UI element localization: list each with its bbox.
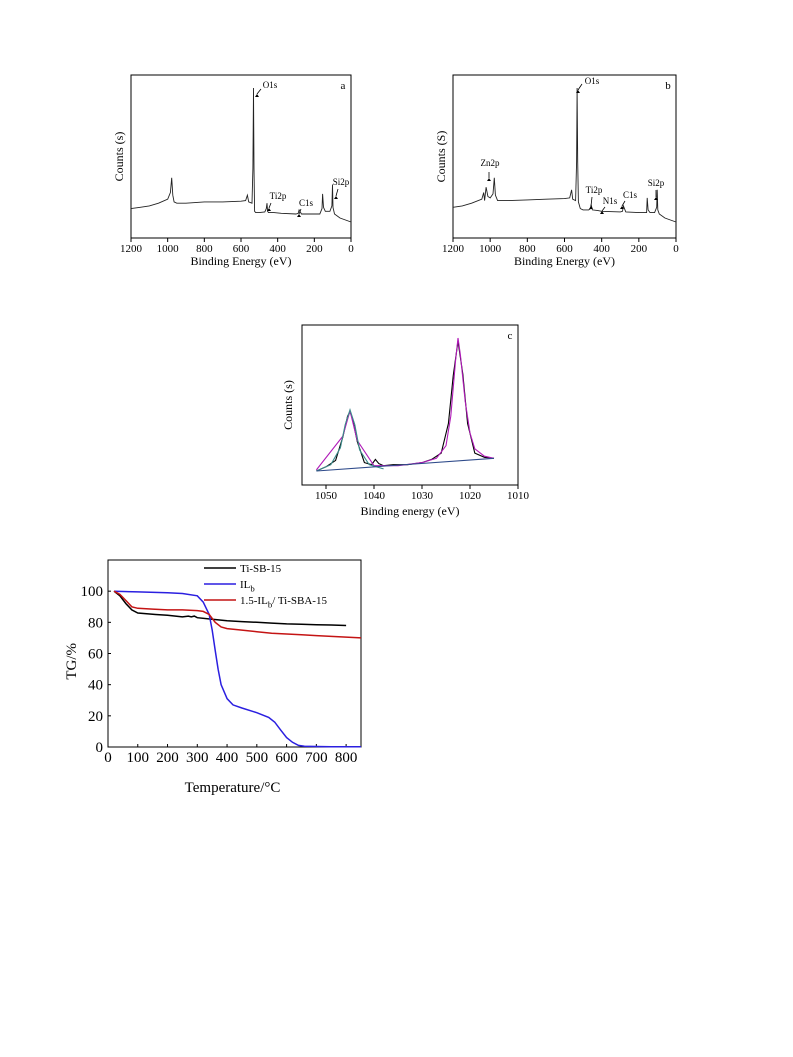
panel-label: b (665, 80, 671, 92)
series-fit (315, 337, 495, 471)
arrow-head (589, 206, 593, 209)
x-axis-label: Binding Energy (eV) (514, 254, 615, 268)
panel-label: a (341, 80, 346, 92)
x-axis-label: Binding Energy (eV) (190, 254, 291, 268)
chart-a: 1200 1000 800 600 400 200 0 Binding Energy (eV)… (112, 74, 354, 268)
plot-frame (452, 74, 677, 239)
x-tick-label: 600 (233, 243, 250, 255)
peak-arrow (335, 188, 339, 197)
peak-label: Ti2p (586, 185, 603, 195)
x-tick-label: 400 (593, 243, 610, 255)
x-tick-label: 400 (269, 243, 286, 255)
peak-arrow (590, 196, 593, 207)
x-tick-label: 1200 (442, 243, 465, 255)
x-tick-label: 1000 (157, 243, 180, 255)
arrow-head (576, 90, 580, 93)
x-tick-label: 800 (196, 243, 213, 255)
y-axis-label: TG/% (64, 643, 80, 680)
x-tick-label: 300 (186, 750, 209, 766)
x-tick-label: 200 (156, 750, 179, 766)
peak-label: Si2p (333, 177, 350, 187)
peak-arrow (256, 88, 262, 95)
x-axis-label: Binding energy (eV) (360, 504, 459, 518)
arrow-head (334, 196, 338, 199)
peak-label: Ti2p (270, 191, 287, 201)
peak-arrow (621, 200, 626, 207)
series-component (316, 408, 384, 472)
y-tick-label: 100 (81, 584, 104, 600)
peak-label: C1s (623, 190, 638, 200)
y-axis-label: Counts (s) (281, 380, 295, 430)
x-tick-label: 1030 (411, 490, 434, 502)
x-tick-label: 200 (306, 243, 323, 255)
legend-label: Ti-SB-15 (240, 563, 282, 575)
plot-frame (301, 324, 519, 486)
x-tick-label: 800 (335, 750, 358, 766)
legend-label: ILb​ (240, 579, 255, 593)
x-tick-label: 600 (275, 750, 298, 766)
peak-label: C1s (299, 198, 314, 208)
spectrum-line (452, 87, 677, 223)
peak-label: Si2p (648, 178, 665, 188)
series-line (113, 590, 361, 748)
arrow-head (600, 211, 604, 214)
x-tick-label: 1010 (507, 490, 530, 502)
y-tick-label: 20 (88, 709, 103, 725)
arrow-head (255, 94, 259, 97)
x-tick-label: 1200 (120, 243, 143, 255)
plot-frame (107, 559, 362, 748)
x-tick-label: 500 (246, 750, 269, 766)
chart-c: 1050 1040 1030 1020 1010 Binding energy (eV) C… (281, 324, 530, 518)
arrow-head (267, 208, 271, 211)
x-tick-label: 600 (556, 243, 573, 255)
arrow-head (620, 206, 624, 209)
series-background (316, 457, 495, 472)
peak-label: O1s (585, 76, 600, 86)
spectrum-line (130, 87, 352, 223)
x-tick-label: 0 (104, 750, 112, 766)
x-tick-label: 700 (305, 750, 328, 766)
x-tick-label: 0 (673, 243, 679, 255)
x-tick-label: 100 (127, 750, 150, 766)
y-axis-label: Counts (S) (434, 131, 448, 183)
x-tick-label: 800 (519, 243, 536, 255)
y-tick-label: 40 (88, 678, 103, 694)
x-axis-label: Temperature/°C (185, 780, 281, 796)
peak-label: Zn2p (481, 158, 500, 168)
arrow-head (487, 178, 491, 181)
series-data (316, 341, 495, 472)
y-axis-label: Counts (s) (112, 132, 126, 182)
peak-label: O1s (263, 80, 278, 90)
y-tick-label: 0 (96, 740, 104, 756)
panel-label: c (508, 330, 513, 342)
x-tick-label: 200 (631, 243, 648, 255)
x-tick-label: 0 (348, 243, 354, 255)
series-line (113, 590, 362, 639)
peak-arrow (577, 83, 583, 91)
x-tick-label: 1050 (315, 490, 338, 502)
x-tick-label: 1000 (479, 243, 502, 255)
chart-b: 1200 1000 800 600 400 200 0 Binding Energy (eV)… (434, 74, 679, 268)
arrow-head (297, 214, 301, 217)
series-line (113, 590, 347, 627)
chart-d: 0 100 200 300 400 500 600 700 800 0 20 40 60 80 100 Tem… (64, 559, 362, 796)
x-tick-label: 1020 (459, 490, 482, 502)
x-tick-label: 400 (216, 750, 239, 766)
y-tick-label: 60 (88, 647, 103, 663)
arrow-head (654, 197, 658, 200)
y-tick-label: 80 (88, 615, 103, 631)
legend-label: 1.5-ILb​/ Ti-SBA-15 (240, 595, 327, 609)
peak-arrow (298, 208, 302, 215)
peak-arrow (268, 202, 272, 209)
peak-label: N1s (603, 196, 618, 206)
peak-arrow (601, 206, 606, 212)
x-tick-label: 1040 (363, 490, 386, 502)
